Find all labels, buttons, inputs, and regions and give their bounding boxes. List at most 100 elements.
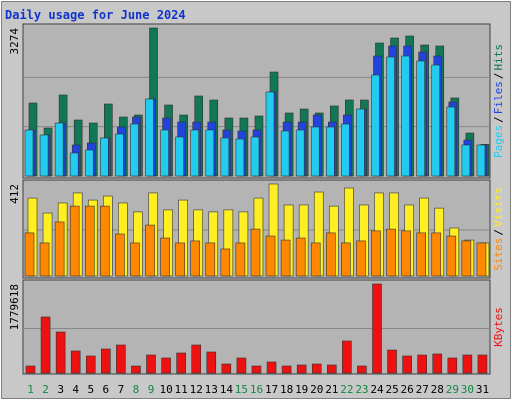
bar: [386, 228, 396, 277]
x-tick-label: 18: [280, 383, 293, 396]
bar: [54, 221, 65, 277]
bar: [220, 137, 230, 177]
bar: [100, 137, 109, 177]
bar: [280, 130, 290, 177]
bar: [281, 365, 292, 374]
bar: [386, 56, 395, 177]
bar: [190, 129, 200, 177]
bar: [160, 237, 170, 277]
bar: [341, 123, 350, 177]
legend-entry: Hits: [492, 44, 505, 71]
bar: [235, 138, 245, 177]
bar: [311, 363, 322, 374]
legend: Sites / Visits: [492, 187, 505, 271]
bar: [236, 357, 247, 374]
bar: [462, 354, 473, 374]
bar: [101, 348, 111, 374]
x-tick-label: 9: [148, 383, 155, 396]
x-tick-label: 23: [355, 383, 368, 396]
bar: [130, 242, 140, 277]
bar: [371, 74, 380, 177]
bar: [160, 129, 169, 177]
bar: [432, 353, 443, 374]
bar: [40, 316, 51, 374]
x-tick-label: 8: [133, 383, 140, 396]
bar: [145, 224, 155, 277]
bar: [25, 365, 36, 374]
bar: [387, 349, 397, 374]
x-tick-label: 13: [205, 383, 218, 396]
legend-separator: /: [492, 73, 505, 80]
x-tick-label: 24: [370, 383, 384, 396]
bar: [84, 149, 94, 177]
bar: [295, 129, 305, 177]
bar: [54, 122, 64, 177]
bar: [190, 240, 201, 277]
bar: [325, 126, 335, 177]
bar: [205, 242, 216, 277]
x-tick-label: 26: [401, 383, 414, 396]
bar: [70, 350, 81, 374]
x-tick-label: 6: [103, 383, 110, 396]
bar: [39, 134, 49, 177]
x-tick-label: 17: [265, 383, 278, 396]
bar: [84, 205, 95, 277]
bar: [220, 248, 231, 277]
bar: [115, 233, 125, 277]
bar: [250, 228, 261, 277]
x-tick-label: 12: [190, 383, 203, 396]
bar: [100, 205, 110, 277]
bar: [446, 106, 456, 177]
x-tick-label: 11: [175, 383, 188, 396]
legend-entry: Files: [492, 81, 505, 114]
y-tick-label: 412: [8, 184, 21, 204]
bar: [85, 355, 96, 374]
bar: [446, 235, 457, 277]
legend-entry: Pages: [492, 125, 505, 158]
bar: [145, 98, 154, 177]
bar: [131, 365, 141, 374]
bar: [310, 242, 321, 277]
bar: [130, 123, 139, 177]
bar: [372, 283, 382, 374]
bar: [476, 144, 486, 177]
bar: [356, 240, 366, 277]
bar: [342, 340, 352, 374]
x-tick-label: 16: [250, 383, 263, 396]
bar: [116, 344, 126, 374]
bar: [251, 365, 262, 374]
bar: [266, 361, 277, 374]
bar: [265, 91, 275, 177]
x-tick-label: 25: [385, 383, 398, 396]
legend-separator: /: [492, 229, 505, 236]
bar: [401, 55, 410, 177]
bar: [191, 344, 202, 374]
bar: [235, 242, 246, 277]
bar: [280, 239, 291, 277]
x-tick-label: 29: [446, 383, 459, 396]
bar: [325, 232, 336, 277]
plot-area: [22, 279, 491, 375]
bar: [416, 232, 426, 277]
bar: [476, 242, 487, 277]
y-tick-label: 1779618: [8, 284, 21, 330]
bar: [221, 363, 232, 374]
bar: [447, 357, 458, 374]
legend-entry: Sites: [492, 238, 505, 271]
y-tick-label: 3274: [8, 28, 21, 55]
bar: [356, 108, 365, 177]
bar: [431, 64, 441, 177]
bar: [417, 354, 427, 374]
bar: [146, 354, 156, 374]
x-tick-label: 27: [416, 383, 429, 396]
bar: [175, 242, 185, 277]
bar: [402, 355, 412, 374]
x-tick-label: 7: [118, 383, 125, 396]
x-tick-label: 30: [461, 383, 474, 396]
bar: [69, 205, 80, 277]
x-tick-label: 2: [42, 383, 49, 396]
bar: [416, 60, 425, 177]
bar: [69, 152, 79, 177]
bar: [265, 235, 276, 277]
